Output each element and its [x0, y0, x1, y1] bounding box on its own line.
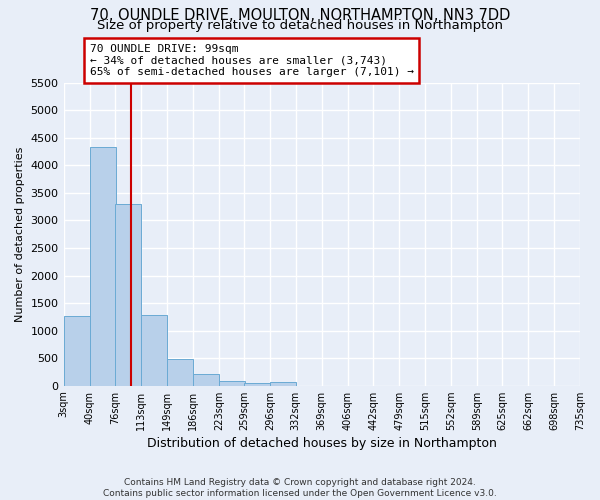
Text: 70 OUNDLE DRIVE: 99sqm
← 34% of detached houses are smaller (3,743)
65% of semi-: 70 OUNDLE DRIVE: 99sqm ← 34% of detached…: [89, 44, 413, 77]
Bar: [167, 358, 193, 386]
Bar: [219, 382, 245, 386]
Bar: [244, 383, 270, 386]
Bar: [115, 204, 141, 386]
Text: 70, OUNDLE DRIVE, MOULTON, NORTHAMPTON, NN3 7DD: 70, OUNDLE DRIVE, MOULTON, NORTHAMPTON, …: [90, 8, 510, 22]
Text: Contains HM Land Registry data © Crown copyright and database right 2024.
Contai: Contains HM Land Registry data © Crown c…: [103, 478, 497, 498]
Bar: [89, 147, 116, 386]
Y-axis label: Number of detached properties: Number of detached properties: [15, 146, 25, 322]
X-axis label: Distribution of detached houses by size in Northampton: Distribution of detached houses by size …: [147, 437, 497, 450]
Bar: [141, 315, 167, 386]
Bar: [193, 374, 219, 386]
Bar: [64, 316, 89, 386]
Text: Size of property relative to detached houses in Northampton: Size of property relative to detached ho…: [97, 18, 503, 32]
Bar: [270, 382, 296, 386]
